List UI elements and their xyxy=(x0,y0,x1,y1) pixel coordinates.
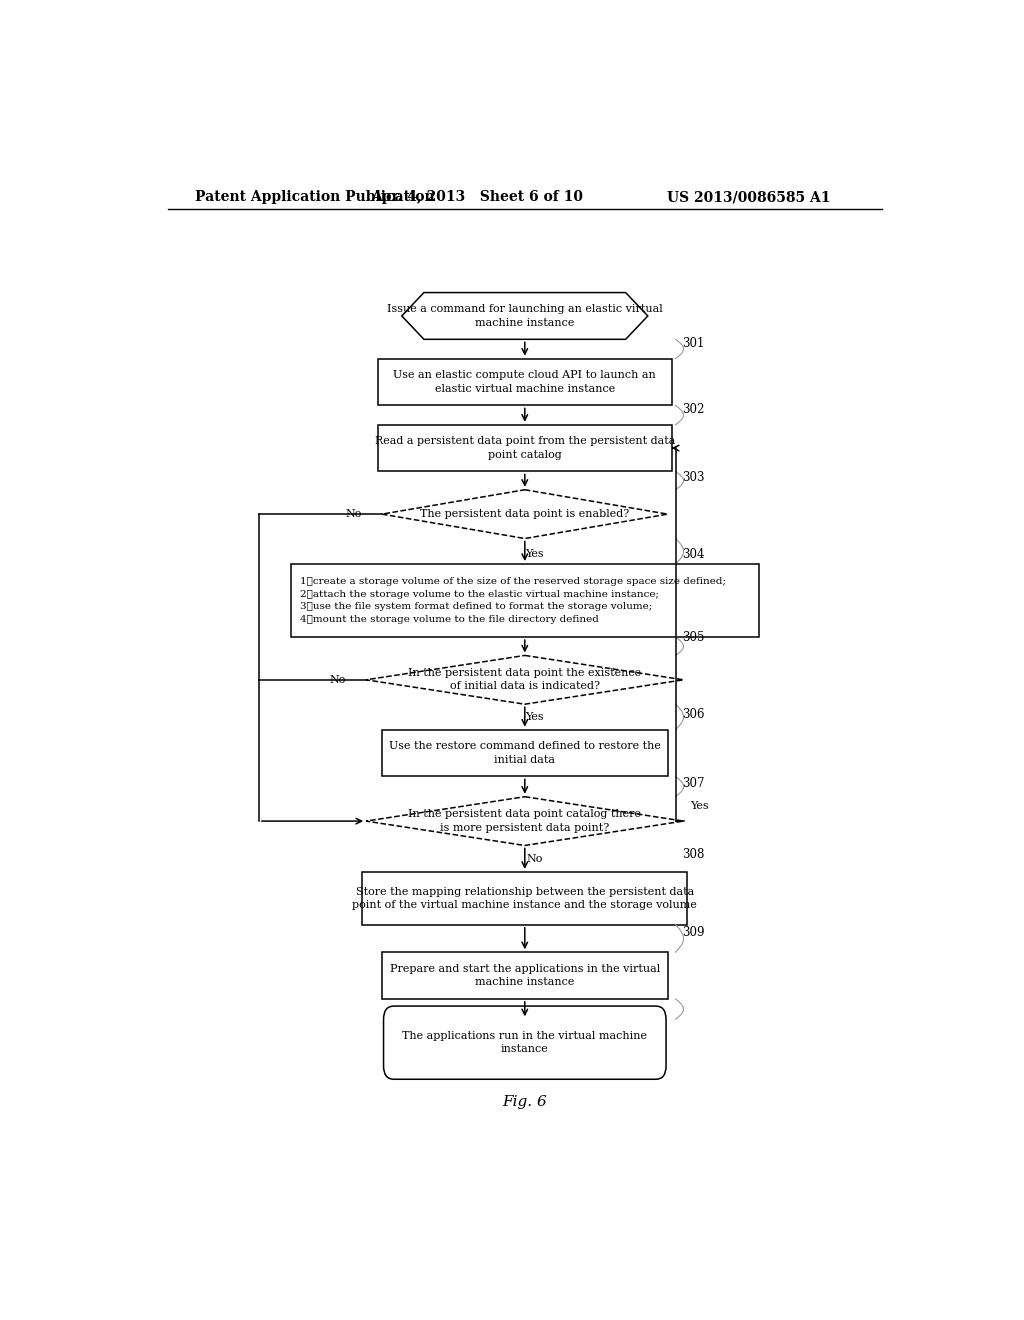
Text: In the persistent data point catalog there
is more persistent data point?: In the persistent data point catalog the… xyxy=(409,809,641,833)
Text: Use an elastic compute cloud API to launch an
elastic virtual machine instance: Use an elastic compute cloud API to laun… xyxy=(393,371,656,393)
Text: Use the restore command defined to restore the
initial data: Use the restore command defined to resto… xyxy=(389,742,660,764)
Text: In the persistent data point the existence
of initial data is indicated?: In the persistent data point the existen… xyxy=(409,668,641,692)
Text: The persistent data point is enabled?: The persistent data point is enabled? xyxy=(420,510,630,519)
Text: Apr. 4, 2013   Sheet 6 of 10: Apr. 4, 2013 Sheet 6 of 10 xyxy=(371,190,584,205)
Text: 301: 301 xyxy=(682,337,705,350)
Text: 302: 302 xyxy=(682,403,705,416)
Text: Read a persistent data point from the persistent data
point catalog: Read a persistent data point from the pe… xyxy=(375,437,675,459)
Text: No: No xyxy=(526,854,543,863)
Text: The applications run in the virtual machine
instance: The applications run in the virtual mach… xyxy=(402,1031,647,1055)
Text: Store the mapping relationship between the persistent data
point of the virtual : Store the mapping relationship between t… xyxy=(352,887,697,909)
Text: 306: 306 xyxy=(682,708,705,721)
Text: Patent Application Publication: Patent Application Publication xyxy=(196,190,435,205)
Text: Yes: Yes xyxy=(690,801,709,810)
Text: 309: 309 xyxy=(682,927,705,940)
Text: 304: 304 xyxy=(682,548,705,561)
Text: Prepare and start the applications in the virtual
machine instance: Prepare and start the applications in th… xyxy=(390,964,659,987)
Text: 1）create a storage volume of the size of the reserved storage space size defined: 1）create a storage volume of the size of… xyxy=(300,577,726,624)
Text: No: No xyxy=(346,510,362,519)
Text: 305: 305 xyxy=(682,631,705,644)
Text: 307: 307 xyxy=(682,777,705,789)
Text: Issue a command for launching an elastic virtual
machine instance: Issue a command for launching an elastic… xyxy=(387,305,663,327)
Text: US 2013/0086585 A1: US 2013/0086585 A1 xyxy=(667,190,830,205)
Text: Fig. 6: Fig. 6 xyxy=(503,1094,547,1109)
Text: 303: 303 xyxy=(682,471,705,484)
Text: Yes: Yes xyxy=(525,713,544,722)
Text: No: No xyxy=(330,675,346,685)
Text: 308: 308 xyxy=(682,849,705,861)
Text: Yes: Yes xyxy=(525,549,544,558)
